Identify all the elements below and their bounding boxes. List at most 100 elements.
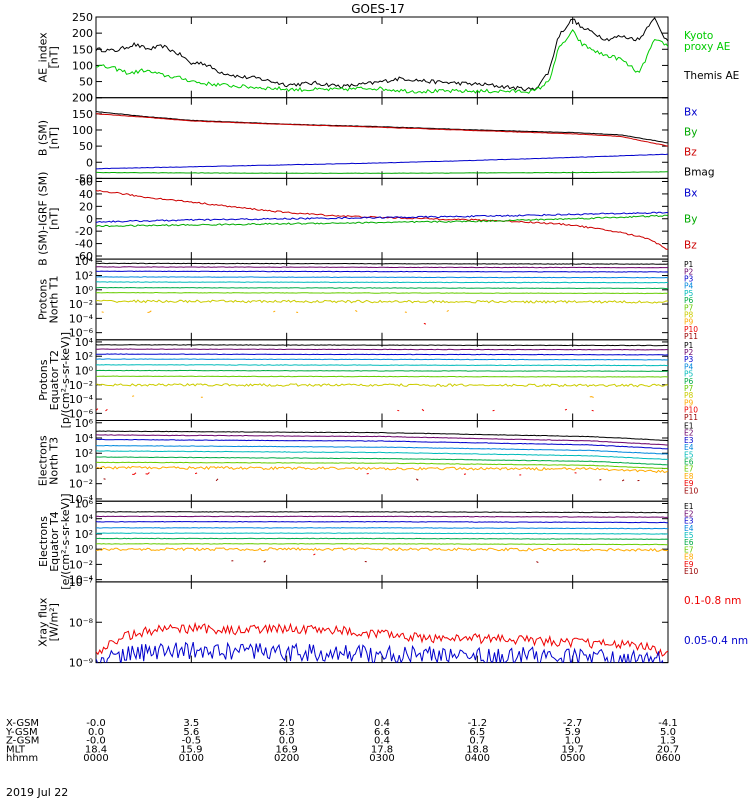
panel-frame [95,339,669,421]
y-tick-label: 0 [86,156,93,169]
series-line-0-1-0-8-nm [96,621,668,657]
legend-entry: E3 [684,436,694,445]
legend-entry: E7 [684,465,694,474]
y-tick-label: 10⁰ [75,365,94,378]
time-axis-value: 0300 [369,753,394,764]
time-axis-value: 18.4 [85,744,107,755]
time-axis-value: 19.7 [562,744,584,755]
time-axis-value: 17.8 [371,744,393,755]
y-tick-label: 150 [72,108,93,121]
legend-entry: Themis AE [683,70,739,82]
y-tick-label: -60 [75,250,93,263]
series-line-by [96,171,668,174]
y-tick-label: 10⁻⁴ [69,493,94,506]
legend-entry: By [684,127,697,139]
channel-line-e3 [96,438,668,450]
legend-entry: P2 [684,348,694,357]
time-axis-value: 16.9 [276,744,298,755]
y-tick-label: 20 [79,200,93,213]
legend-entry: E10 [684,567,699,576]
data-layer [96,262,668,324]
channel-line-p1 [96,262,668,265]
time-axis-value: 3.5 [183,718,199,729]
channel-line-p9 [102,310,657,312]
time-axis-value: 1.3 [660,736,676,747]
time-axis-row-label: Y-GSM [5,727,38,738]
y-tick-label: 10⁴ [75,432,94,445]
legend-entry: By [684,213,697,225]
legend-entry: P6 [684,377,694,386]
time-axis-value: 0600 [655,753,680,764]
y-tick-label: -20 [75,225,93,238]
time-axis-row-label: MLT [6,744,26,755]
legend-entry: P7 [684,303,694,312]
legend-entry: P4 [684,282,694,291]
y-axis-label: B (SM)-IGRF (SM) [37,172,50,266]
channel-line-e9 [132,473,658,476]
y-axis-label: [p/(cm²-s-sr-keV)] [59,332,72,429]
data-layer [96,511,668,563]
channel-line-p5 [96,364,668,367]
y-axis-label: [nT] [48,127,61,149]
y-tick-label: -40 [75,238,93,251]
time-axis-table: X-GSM -0.0 3.5 2.0 0.4 -1.2 -2.7 -4.1 Y-GSM 0.0 5.… [5,718,681,764]
y-tick-label: 150 [72,43,93,56]
channel-line-e3 [96,520,668,524]
y-tick-label: 10⁴ [75,336,94,349]
legend-entry: Bmag [684,167,715,179]
y-tick-label: 100 [72,59,93,72]
legend-entry: E1 [684,502,694,511]
panel-frame [95,177,669,260]
data-layer [96,17,668,94]
legend-entry: E10 [684,486,699,495]
series-line-themis-ae [96,17,668,92]
time-axis-value: -4.1 [658,718,678,729]
y-axis-label: [nT] [48,46,61,68]
y-axis-label: [W/m²] [48,603,61,641]
legend-entry: P4 [684,362,694,371]
series-line-kyoto-proxy-ae [96,29,668,94]
legend-entry: Bx [684,107,697,119]
time-axis-value: 6.3 [279,727,295,738]
time-axis-value: 0.4 [374,736,390,747]
channel-line-p7 [96,291,668,295]
channel-line-p4 [96,276,668,279]
date-label: 2019 Jul 22 [6,786,68,799]
channel-line-p8 [96,383,668,388]
y-axis-label: Electrons [37,435,50,486]
y-tick-label: -50 [75,172,93,185]
channel-line-p3 [96,270,668,273]
y-tick-label: 100 [72,124,93,137]
time-axis-value: -2.7 [563,718,583,729]
y-tick-label: 10⁻⁷ [69,576,93,589]
channel-line-e6 [96,456,668,466]
time-axis-value: 0100 [179,753,204,764]
time-axis-value: -0.5 [182,736,202,747]
channel-line-p4 [96,358,668,361]
y-tick-label: 10⁴ [75,255,94,268]
time-axis-value: 0200 [274,753,299,764]
channel-line-e1 [96,430,668,442]
time-axis-row-label: hhmm [6,753,38,764]
legend-entry: P3 [684,355,694,364]
legend-entry: P6 [684,296,694,305]
legend-entry: 0.05-0.4 nm [684,635,748,647]
legend-entry: E2 [684,429,694,438]
time-axis-value: 20.7 [657,744,679,755]
legend-entry: E1 [684,422,694,431]
time-axis-value: 0400 [465,753,490,764]
y-tick-label: 60 [79,176,93,189]
legend-entry: E3 [684,517,694,526]
y-tick-label: 10⁻² [69,558,93,571]
legend-entry: Bz [684,147,697,159]
channel-line-p6 [96,286,668,290]
panel-frame [95,16,669,99]
channel-line-e7 [96,461,668,470]
time-axis-row-label: X-GSM [6,718,39,729]
channel-line-p7 [96,375,668,378]
y-axis-label: Electrons [37,516,50,567]
channel-line-e8 [96,547,668,552]
channel-line-p10 [96,409,630,411]
